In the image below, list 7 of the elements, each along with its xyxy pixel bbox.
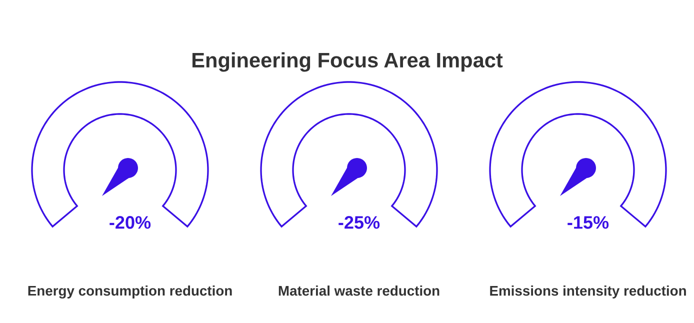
data-label: -15% [568, 216, 609, 229]
category-label: Emissions intensity reduction [490, 286, 686, 298]
category-label: Material waste reduction [278, 286, 440, 296]
text: Engineering Focus Area Impact [192, 52, 503, 72]
category-label: Energy consumption reduction [28, 285, 232, 299]
data-label: -20% [110, 216, 151, 229]
data-label: -25% [338, 216, 380, 229]
